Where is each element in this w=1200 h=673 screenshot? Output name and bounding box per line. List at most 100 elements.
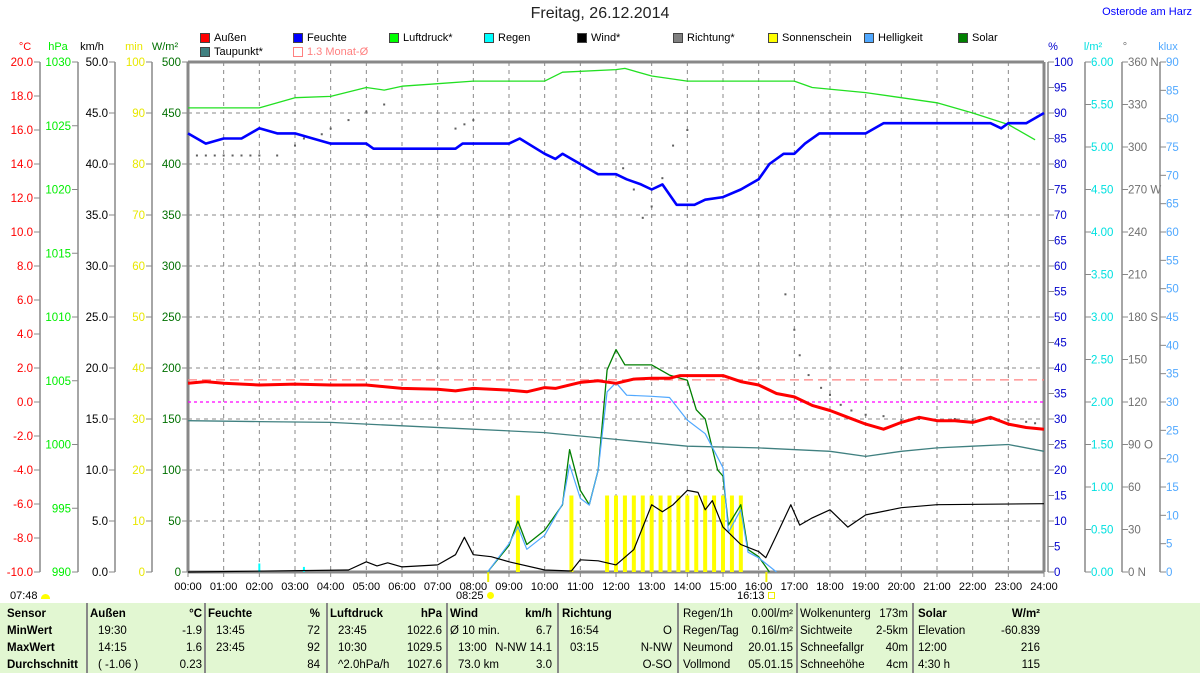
table-cell: 40m: [885, 642, 908, 654]
y-tick-label: 10.0: [86, 465, 108, 477]
y-tick-label: 60: [1128, 482, 1141, 494]
y-tick-label: 3.50: [1091, 270, 1113, 282]
y-tick-label: 1010: [45, 312, 71, 324]
y-tick-label: 50: [132, 312, 145, 324]
y-tick-label: 40: [132, 363, 145, 375]
y-tick-label: 330: [1128, 100, 1147, 112]
table-cell: -60.839: [1000, 625, 1040, 637]
direction-point: [276, 154, 279, 157]
legend-item: Regen: [484, 32, 530, 44]
legend-item: Helligkeit: [864, 32, 923, 44]
y-tick-label: 35.0: [86, 210, 108, 222]
sunshine-bar: [738, 495, 743, 572]
y-tick-label: 75: [1166, 142, 1179, 154]
y-tick-label: 360 N: [1128, 57, 1159, 69]
legend-item: Taupunkt*: [200, 46, 263, 58]
y-tick-label: 55: [1166, 255, 1179, 267]
y-tick-label: 15: [1054, 491, 1067, 503]
direction-point: [213, 154, 216, 157]
y-tick-label: 0 N: [1128, 567, 1146, 579]
direction-point: [661, 177, 664, 180]
table-cell: 13:45: [216, 625, 245, 637]
table-divider: [204, 603, 206, 673]
y-tick-label: 270 W: [1128, 185, 1161, 197]
direction-point: [807, 374, 810, 377]
legend-label: Helligkeit: [878, 32, 923, 44]
x-tick-label: 03:00: [281, 581, 309, 593]
table-cell: Luftdruck: [330, 608, 384, 620]
direction-point: [798, 354, 801, 357]
y-tick-label: 35: [1054, 389, 1067, 401]
sunrise-time: 08:25: [456, 590, 494, 602]
table-cell: 1027.6: [406, 659, 442, 671]
sunshine-bar: [640, 495, 645, 572]
direction-point: [302, 137, 305, 140]
y-tick-label: 90 O: [1128, 440, 1153, 452]
x-tick-label: 10:00: [531, 581, 559, 593]
y-tick-label: 8.0: [17, 261, 33, 273]
station-location: Osterode am Harz: [1102, 6, 1192, 18]
table-cell: MaxWert: [7, 642, 55, 654]
y-tick-label: 10: [132, 516, 145, 528]
dawn-time: 07:48: [10, 590, 50, 602]
table-cell: Ø 10 min.: [450, 625, 500, 637]
y-tick-label: 16.0: [11, 125, 33, 137]
table-cell: Sensor: [7, 608, 46, 620]
y-tick-label: 990: [52, 567, 71, 579]
table-cell: Wolkenunterg: [800, 608, 871, 620]
legend-swatch-icon: [293, 33, 303, 43]
direction-point: [258, 154, 261, 157]
y-tick-label: 95: [1054, 83, 1067, 95]
x-tick-label: 18:00: [816, 581, 844, 593]
legend-label: Taupunkt*: [214, 46, 263, 58]
y-tick-label: 1020: [45, 185, 71, 197]
table-divider: [446, 603, 448, 673]
sunshine-bar: [649, 495, 654, 572]
sunset-icon: [767, 592, 775, 599]
table-cell: Sichtweite: [800, 625, 853, 637]
y-tick-label: 20.0: [86, 363, 108, 375]
x-tick-label: 14:00: [674, 581, 702, 593]
direction-point: [820, 386, 823, 389]
rain-bar: [258, 563, 261, 572]
y-tick-label: 90: [1054, 108, 1067, 120]
y-tick-label: 70: [1054, 210, 1067, 222]
sunshine-bar: [685, 495, 690, 572]
sunshine-bar: [658, 495, 663, 572]
sunshine-bar: [721, 495, 725, 572]
y-tick-label: 1005: [45, 376, 71, 388]
legend-swatch-icon: [389, 33, 399, 43]
y-tick-label: 25.0: [86, 312, 108, 324]
table-cell: O-SO: [642, 659, 672, 671]
table-divider: [912, 603, 914, 673]
y-tick-label: 10: [1054, 516, 1067, 528]
sunshine-bar: [631, 495, 636, 572]
x-tick-label: 13:00: [638, 581, 666, 593]
table-cell: -1.9: [182, 625, 202, 637]
table-cell: %: [309, 608, 320, 620]
table-cell: Solar: [918, 608, 947, 620]
table-cell: 3.0: [536, 659, 552, 671]
x-tick-label: 02:00: [246, 581, 274, 593]
axis-unit-label: l/m²: [1084, 41, 1103, 53]
direction-point: [632, 188, 635, 191]
direction-point: [784, 293, 787, 296]
direction-point: [294, 144, 296, 147]
y-tick-label: 1.00: [1091, 482, 1113, 494]
direction-point: [463, 123, 466, 126]
table-cell: 1029.5: [406, 642, 442, 654]
table-divider: [326, 603, 328, 673]
y-tick-label: 90: [132, 108, 145, 120]
direction-point: [1007, 419, 1010, 422]
x-tick-label: 01:00: [210, 581, 238, 593]
y-tick-label: 0.0: [92, 567, 108, 579]
y-tick-label: 60: [1166, 227, 1179, 239]
direction-point: [672, 144, 675, 147]
y-tick-label: 90: [1166, 57, 1179, 69]
direction-point: [953, 418, 956, 420]
table-cell: 12:00: [918, 642, 947, 654]
x-tick-label: 11:00: [567, 581, 594, 593]
axis-unit-label: min: [125, 41, 143, 53]
direction-point: [971, 419, 974, 422]
sunshine-bar: [676, 495, 681, 572]
